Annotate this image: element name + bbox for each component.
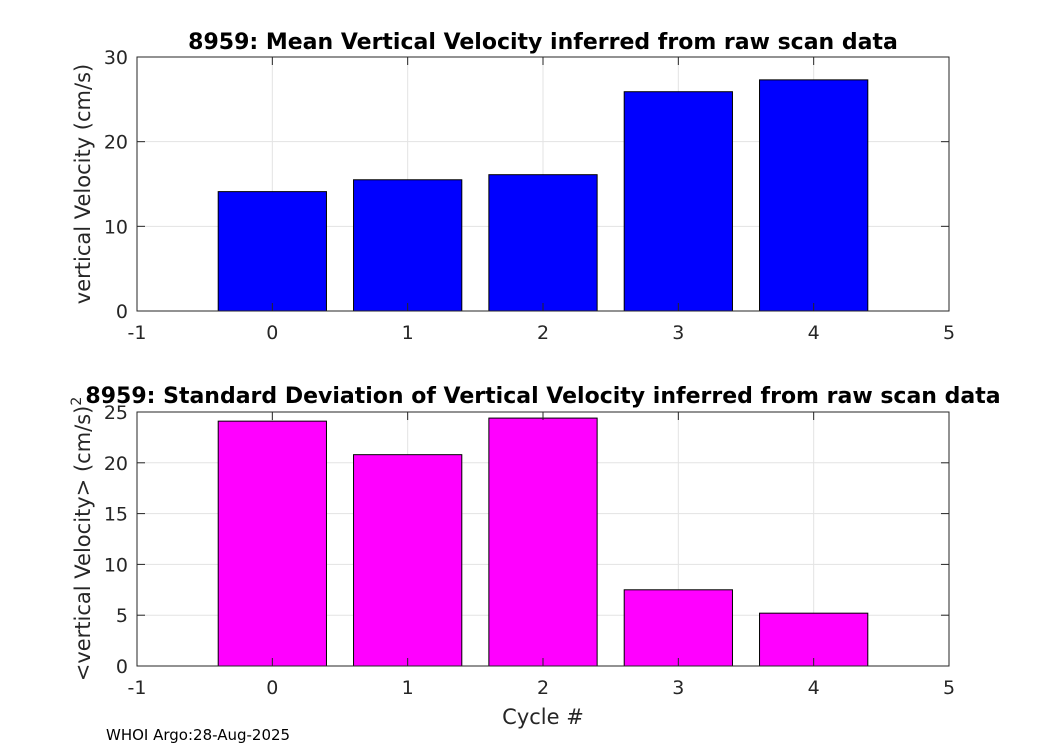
top-ytick-label: 30 [104, 47, 128, 69]
top-bar [623, 91, 733, 312]
bottom-xtick-label: 4 [808, 677, 820, 699]
top-bar [759, 79, 869, 312]
bottom-chart-title: 8959: Standard Deviation of Vertical Vel… [85, 384, 1000, 409]
top-xtick-label: 1 [402, 322, 414, 344]
bottom-x-axis-label: Cycle # [502, 705, 584, 729]
bottom-xtick-label: 5 [943, 677, 955, 699]
top-ytick-label: 10 [104, 216, 128, 238]
bottom-bar [623, 589, 733, 667]
top-ytick-label: 0 [116, 301, 128, 323]
bottom-xtick-label: 0 [266, 677, 278, 699]
top-bar [217, 191, 327, 312]
top-xtick-label: 2 [537, 322, 549, 344]
bottom-bar [353, 454, 463, 667]
bottom-ytick-label: 20 [104, 453, 128, 475]
bottom-xtick-label: -1 [128, 677, 147, 699]
bottom-xtick-label: 2 [537, 677, 549, 699]
top-xtick-label: 4 [808, 322, 820, 344]
bottom-ytick-label: 0 [116, 656, 128, 678]
bottom-ytick-label: 10 [104, 554, 128, 576]
top-xtick-label: 3 [672, 322, 684, 344]
top-y-axis-label: vertical Velocity (cm/s) [71, 64, 95, 304]
top-ytick-label: 20 [104, 132, 128, 154]
bottom-bar [217, 420, 327, 667]
bottom-bar [759, 612, 869, 667]
top-chart-title: 8959: Mean Vertical Velocity inferred fr… [188, 30, 898, 55]
top-bar [353, 179, 463, 312]
bottom-xtick-label: 3 [672, 677, 684, 699]
bottom-ytick-label: 25 [104, 402, 128, 424]
footer-credit: WHOI Argo:28-Aug-2025 [106, 726, 291, 744]
bottom-bar [488, 417, 598, 667]
bottom-ytick-label: 15 [104, 504, 128, 526]
top-xtick-label: 0 [266, 322, 278, 344]
bottom-xtick-label: 1 [402, 677, 414, 699]
top-bar [488, 174, 598, 312]
top-xtick-label: -1 [128, 322, 147, 344]
top-xtick-label: 5 [943, 322, 955, 344]
bottom-y-axis-label: <vertical Velocity> (cm/s)2 [69, 397, 95, 682]
bottom-ytick-label: 5 [116, 605, 128, 627]
